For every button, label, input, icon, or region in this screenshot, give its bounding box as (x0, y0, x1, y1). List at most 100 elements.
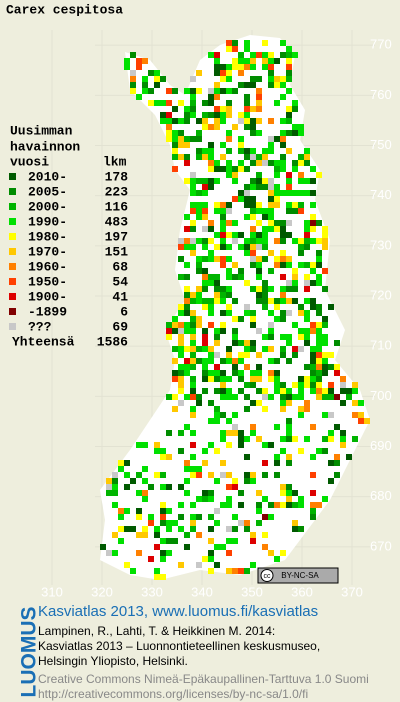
cell (232, 58, 238, 64)
cell (232, 262, 238, 268)
cell (256, 76, 262, 82)
cell (280, 292, 286, 298)
cell (184, 292, 190, 298)
cell (334, 424, 340, 430)
cell (130, 70, 136, 76)
cell (244, 106, 250, 112)
cell (232, 328, 238, 334)
cell (322, 244, 328, 250)
cell (250, 58, 256, 64)
cell (190, 430, 196, 436)
cell (268, 208, 274, 214)
cell (196, 358, 202, 364)
cell (298, 448, 304, 454)
cell (352, 436, 358, 442)
cell (202, 490, 208, 496)
atlas-link[interactable]: Kasviatlas 2013, www.luomus.fi/kasviatla… (38, 603, 318, 620)
cell (226, 172, 232, 178)
cell (322, 352, 328, 358)
cell (262, 64, 268, 70)
cell (166, 328, 172, 334)
cell (226, 496, 232, 502)
cell (202, 460, 208, 466)
cell (352, 382, 358, 388)
cell (178, 382, 184, 388)
cell (148, 484, 154, 490)
cell (298, 250, 304, 256)
license-url[interactable]: http://creativecommons.org/licenses/by-n… (38, 687, 308, 701)
cell (280, 346, 286, 352)
cell (244, 124, 250, 130)
cell (226, 502, 232, 508)
cell (208, 370, 214, 376)
cell (316, 304, 322, 310)
cell (256, 388, 262, 394)
cell (298, 388, 304, 394)
cell (208, 154, 214, 160)
cell (232, 370, 238, 376)
cell (274, 358, 280, 364)
cell (244, 100, 250, 106)
cell (154, 448, 160, 454)
cell (172, 370, 178, 376)
cell (346, 394, 352, 400)
cell (268, 142, 274, 148)
cell (244, 64, 250, 70)
cell (154, 442, 160, 448)
cell (286, 310, 292, 316)
cell (250, 346, 256, 352)
cell (250, 232, 256, 238)
cell (154, 472, 160, 478)
cell (286, 334, 292, 340)
cell (250, 130, 256, 136)
cell (208, 250, 214, 256)
cell (310, 502, 316, 508)
cell (166, 538, 172, 544)
legend-label: -1899 (28, 304, 67, 319)
x-tick-label: 350 (241, 584, 263, 599)
cell (274, 388, 280, 394)
cell (250, 226, 256, 232)
cell (310, 298, 316, 304)
cell (106, 484, 112, 490)
cell (322, 316, 328, 322)
cell (136, 58, 142, 64)
cell (130, 82, 136, 88)
cell (220, 232, 226, 238)
cell (190, 502, 196, 508)
cell (292, 382, 298, 388)
cell (160, 508, 166, 514)
cell (280, 160, 286, 166)
legend-label: ??? (28, 319, 52, 334)
cell (190, 292, 196, 298)
cell (304, 298, 310, 304)
cell (322, 364, 328, 370)
cell (280, 238, 286, 244)
cell (226, 376, 232, 382)
cell (316, 358, 322, 364)
legend-label: 1970- (28, 244, 67, 259)
cell (184, 286, 190, 292)
cell (280, 118, 286, 124)
cell (238, 58, 244, 64)
cell (190, 202, 196, 208)
cell (214, 478, 220, 484)
cell (184, 346, 190, 352)
cell (172, 316, 178, 322)
cell (262, 232, 268, 238)
cell (178, 100, 184, 106)
cell (226, 292, 232, 298)
cell (256, 202, 262, 208)
cell (268, 250, 274, 256)
cell (226, 46, 232, 52)
cell (298, 244, 304, 250)
cell (202, 274, 208, 280)
legend-count: 483 (105, 214, 129, 229)
cell (280, 130, 286, 136)
cell (232, 478, 238, 484)
cell (262, 256, 268, 262)
cell (268, 286, 274, 292)
cell (244, 472, 250, 478)
cell (280, 298, 286, 304)
cell (286, 190, 292, 196)
